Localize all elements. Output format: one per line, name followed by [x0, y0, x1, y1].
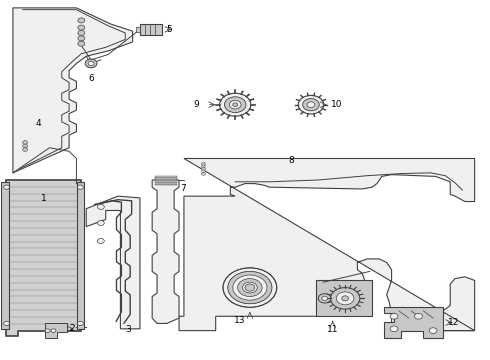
- Circle shape: [415, 314, 422, 319]
- Circle shape: [78, 18, 85, 23]
- Text: 10: 10: [331, 100, 342, 109]
- Circle shape: [233, 103, 238, 107]
- Text: 4: 4: [36, 119, 42, 128]
- Circle shape: [298, 95, 324, 114]
- Text: 13: 13: [234, 316, 246, 325]
- Text: 7: 7: [180, 184, 186, 193]
- Text: 5: 5: [166, 25, 171, 34]
- Circle shape: [3, 321, 9, 325]
- Text: 8: 8: [289, 156, 294, 165]
- Circle shape: [238, 279, 262, 297]
- Circle shape: [23, 148, 27, 151]
- Circle shape: [429, 328, 437, 333]
- Text: 1: 1: [41, 194, 47, 203]
- Polygon shape: [0, 182, 9, 329]
- Circle shape: [51, 329, 56, 332]
- Polygon shape: [179, 158, 475, 330]
- Polygon shape: [45, 323, 67, 338]
- Circle shape: [23, 144, 27, 148]
- Circle shape: [229, 100, 241, 109]
- Polygon shape: [140, 24, 162, 35]
- Circle shape: [88, 61, 94, 66]
- Circle shape: [78, 31, 85, 36]
- Circle shape: [3, 185, 9, 189]
- Circle shape: [45, 329, 50, 332]
- Polygon shape: [77, 182, 84, 329]
- Polygon shape: [155, 180, 176, 181]
- Circle shape: [331, 288, 360, 309]
- Circle shape: [224, 97, 246, 113]
- Circle shape: [243, 282, 257, 293]
- Circle shape: [228, 271, 272, 304]
- Circle shape: [78, 25, 85, 30]
- Circle shape: [220, 93, 251, 116]
- Circle shape: [201, 172, 205, 175]
- Text: 2: 2: [69, 324, 74, 333]
- Circle shape: [390, 326, 398, 332]
- Circle shape: [223, 268, 277, 307]
- Polygon shape: [86, 196, 140, 329]
- Circle shape: [336, 292, 354, 305]
- Polygon shape: [155, 176, 176, 178]
- Circle shape: [307, 102, 315, 108]
- Circle shape: [23, 140, 27, 144]
- Circle shape: [78, 36, 85, 41]
- Circle shape: [322, 296, 328, 301]
- Text: 12: 12: [448, 318, 459, 327]
- Polygon shape: [152, 180, 179, 323]
- Polygon shape: [155, 184, 176, 185]
- Circle shape: [98, 204, 104, 210]
- Polygon shape: [13, 8, 133, 173]
- Polygon shape: [155, 182, 176, 183]
- Circle shape: [85, 59, 97, 68]
- Circle shape: [233, 275, 267, 300]
- Polygon shape: [384, 307, 443, 338]
- Circle shape: [201, 167, 205, 170]
- Circle shape: [245, 284, 255, 291]
- Circle shape: [78, 41, 85, 46]
- Text: 9: 9: [194, 100, 199, 109]
- Polygon shape: [136, 27, 140, 32]
- Circle shape: [303, 99, 319, 111]
- Circle shape: [201, 162, 205, 165]
- Circle shape: [98, 221, 104, 226]
- Text: 11: 11: [327, 325, 339, 334]
- Circle shape: [98, 238, 104, 243]
- Circle shape: [201, 170, 205, 173]
- Text: 3: 3: [125, 325, 131, 334]
- Polygon shape: [5, 180, 81, 336]
- Circle shape: [318, 294, 331, 303]
- Circle shape: [390, 314, 398, 319]
- Circle shape: [201, 165, 205, 168]
- Text: 6: 6: [89, 74, 95, 83]
- Circle shape: [77, 185, 83, 189]
- Polygon shape: [155, 178, 176, 180]
- Circle shape: [77, 321, 83, 325]
- Polygon shape: [316, 280, 372, 316]
- Circle shape: [342, 296, 348, 301]
